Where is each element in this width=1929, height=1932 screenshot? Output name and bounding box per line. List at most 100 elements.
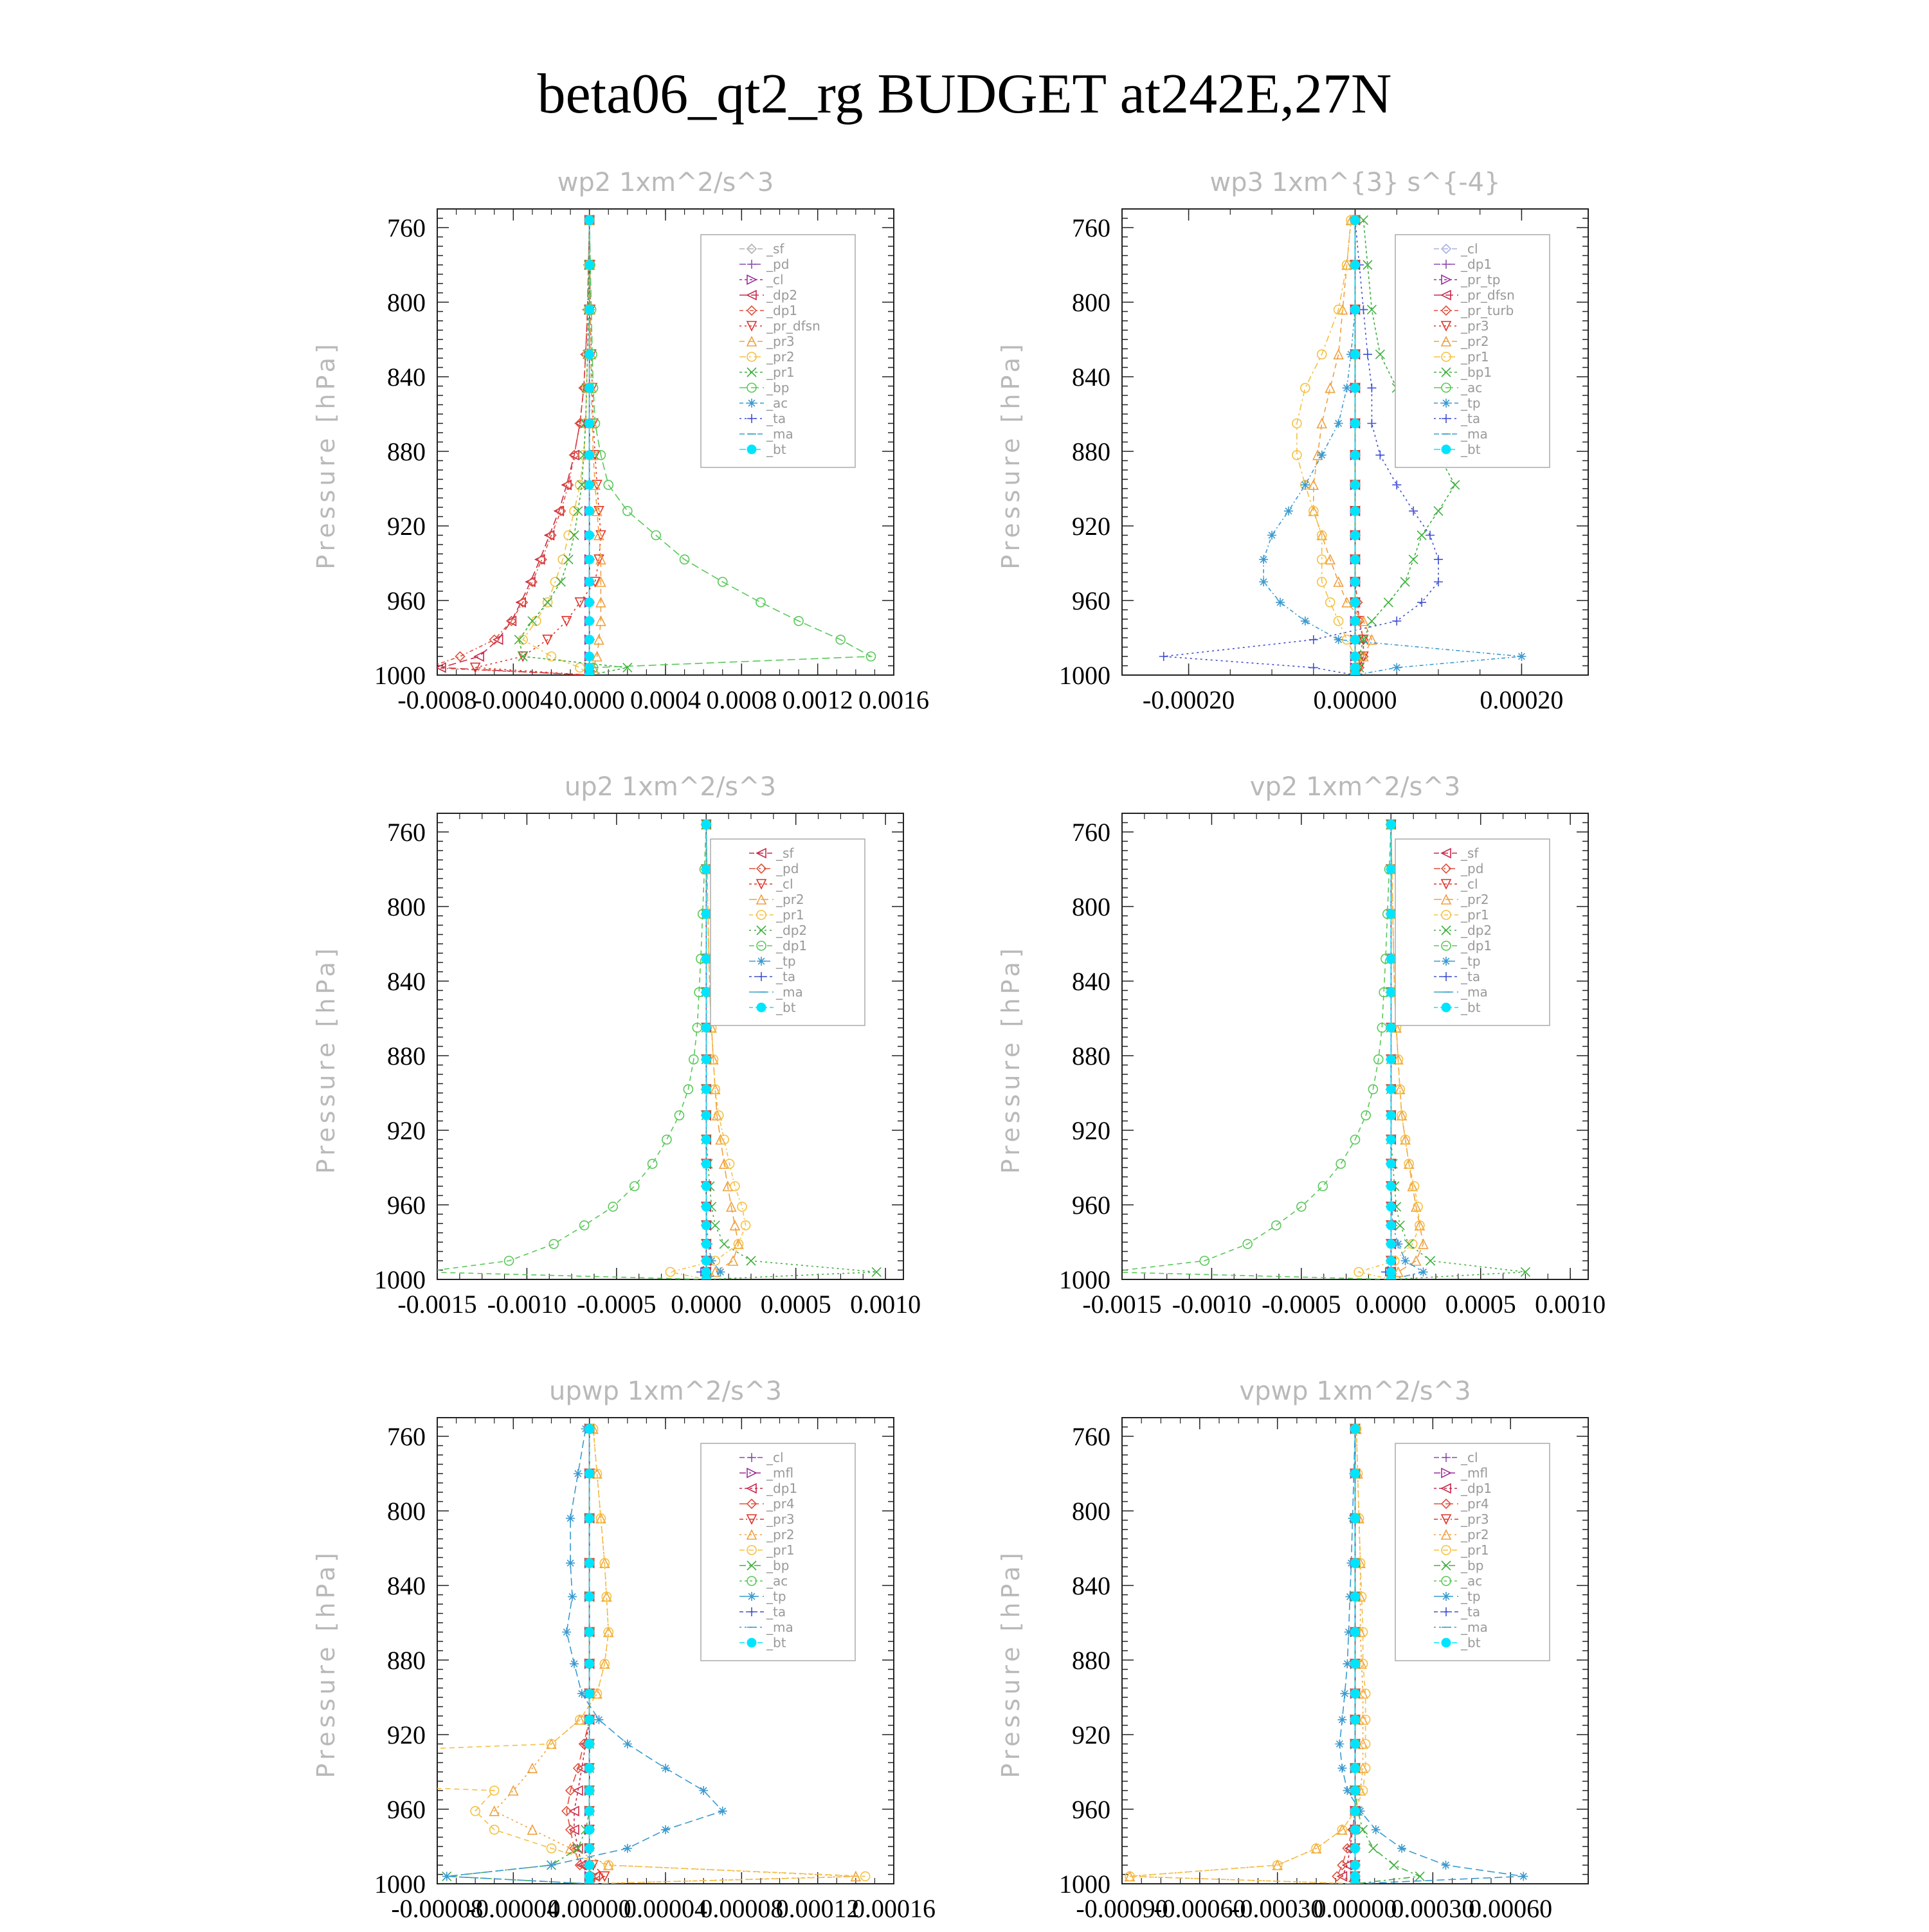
legend-box	[700, 234, 856, 468]
data-point-bt	[1386, 1110, 1396, 1121]
data-point-pr1	[860, 1871, 871, 1882]
legend-marker	[1441, 910, 1451, 920]
data-point-bt	[584, 349, 595, 359]
legend-entry: _bt	[1460, 1635, 1481, 1650]
data-point-bt	[584, 215, 595, 225]
legend-marker	[746, 305, 757, 316]
legend-entry: _ma	[1460, 1620, 1488, 1635]
data-point-bp	[717, 577, 728, 587]
x-tick-label: 0.0010	[850, 1290, 921, 1319]
legend-entry: _cl	[766, 1450, 784, 1465]
x-tick-label: 0.0000	[1355, 1290, 1426, 1319]
legend-marker	[1442, 414, 1451, 423]
legend-entry: _ac	[1460, 1573, 1482, 1589]
data-point-bt	[701, 1202, 711, 1212]
data-point-bp1	[1408, 554, 1418, 564]
legend-entry: _pr1	[1460, 907, 1489, 923]
legend-entry: _tp	[1460, 395, 1481, 411]
data-point-tp	[1342, 383, 1352, 393]
legend-entry: _ta	[766, 1604, 786, 1620]
data-point-bt	[1350, 670, 1360, 675]
data-point-tp	[573, 1469, 583, 1478]
legend-marker	[756, 894, 767, 905]
data-point-pr1	[1360, 1738, 1371, 1749]
x-tick-label: -0.0010	[487, 1290, 566, 1319]
data-point-tp	[1275, 597, 1285, 607]
data-point-bt	[1350, 1825, 1360, 1835]
y-axis-label: Pressure [hPa]	[997, 1549, 1025, 1778]
data-point-tp	[1371, 1825, 1381, 1834]
data-point-pr2	[1325, 554, 1336, 564]
x-tick-label: 0.0016	[858, 685, 929, 714]
data-point-bp	[835, 635, 846, 645]
data-point-bp	[573, 1843, 583, 1854]
data-point-pr2	[715, 1133, 726, 1145]
data-point-bt	[701, 1256, 711, 1266]
legend-entry: _dp1	[766, 303, 797, 318]
legend-marker	[746, 1498, 757, 1510]
data-point-pr3	[595, 597, 606, 608]
data-point-pr2	[1411, 1255, 1422, 1266]
data-point-bp	[651, 530, 662, 541]
data-point-bt	[1350, 1659, 1360, 1669]
x-tick-label: 0.00000	[1314, 1894, 1397, 1923]
data-point-bp	[1368, 1843, 1379, 1854]
legend-marker	[747, 1638, 757, 1648]
legend-entry: _pr4	[1460, 1496, 1489, 1512]
data-point-bt	[1386, 909, 1396, 919]
data-point-bt	[584, 383, 595, 393]
legend-entry: _bt	[766, 442, 786, 457]
y-tick-label: 840	[387, 967, 426, 996]
data-point-tp	[707, 1256, 716, 1265]
series-line-tp	[446, 1429, 724, 1884]
y-tick-label: 920	[1072, 1116, 1110, 1145]
legend-marker	[747, 1467, 757, 1479]
data-point-dp1	[647, 1159, 658, 1169]
series-group	[437, 818, 882, 1279]
series-line-bp	[588, 220, 873, 675]
data-point-bt	[584, 1627, 595, 1637]
data-point-tp	[1343, 1786, 1352, 1795]
data-point-pr2	[729, 1220, 741, 1231]
legend-marker	[747, 367, 757, 377]
data-point-bp	[622, 505, 633, 516]
legend-entry: _cl	[1460, 876, 1478, 892]
data-point-ta	[1159, 652, 1168, 661]
data-point-bt	[1350, 1558, 1360, 1568]
data-point-pr2	[575, 662, 585, 673]
data-point-bt	[584, 260, 595, 270]
y-axis-label: Pressure [hPa]	[312, 944, 340, 1174]
data-point-pr2	[1393, 1266, 1404, 1277]
data-point-bt	[1350, 1627, 1360, 1637]
legend-marker	[746, 321, 757, 332]
legend-entry: _bt	[1460, 1000, 1481, 1015]
legend-entry: _ma	[766, 426, 793, 442]
legend-entry: _pr2	[766, 1527, 795, 1542]
legend-marker	[746, 1529, 757, 1540]
data-point-pr4	[565, 1824, 576, 1836]
data-point-tp	[566, 1513, 575, 1523]
data-point-pr4	[561, 1805, 572, 1817]
panel-title: vp2 1xm^2/s^3	[1250, 772, 1461, 802]
legend-entry: _pr2	[1460, 892, 1489, 907]
data-point-ta	[1359, 305, 1368, 314]
legend: _sf_pd_cl_dp2_dp1_pr_dfsn_pr3_pr2_pr1_bp…	[700, 234, 856, 468]
legend: _sf_pd_cl_pr2_pr1_dp2_dp1_tp_ta_ma_bt	[1395, 838, 1550, 1026]
legend-marker	[746, 1514, 757, 1525]
data-point-pr1	[1360, 1715, 1371, 1725]
data-point-bt	[1350, 1785, 1360, 1796]
legend-entry: _ma	[1460, 426, 1488, 442]
data-point-tp	[622, 1843, 632, 1853]
x-tick-label: 0.0000	[671, 1290, 741, 1319]
legend: _cl_dp1_pr_tp_pr_dfsn_pr_turb_pr3_pr2_pr…	[1395, 234, 1550, 468]
y-tick-label: 880	[1072, 1042, 1110, 1070]
x-tick-label: -0.0015	[1082, 1290, 1161, 1319]
legend-entry: _pr1	[766, 365, 795, 380]
data-point-bt	[584, 1688, 595, 1699]
data-point-pr1	[1404, 1159, 1414, 1169]
data-point-bt	[1350, 635, 1360, 645]
data-point-bt	[584, 1806, 595, 1816]
data-point-bp1	[1366, 305, 1377, 315]
data-point-pr1	[1413, 1202, 1423, 1212]
legend-marker	[1441, 444, 1451, 455]
